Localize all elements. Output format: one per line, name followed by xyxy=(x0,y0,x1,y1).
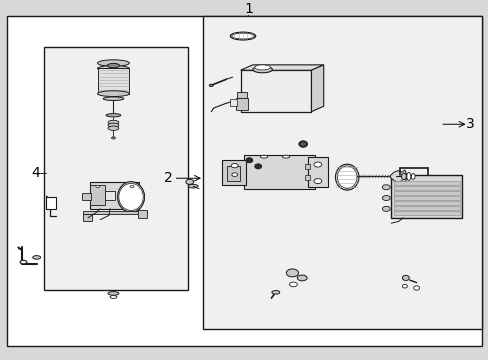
Bar xyxy=(240,70,311,112)
Ellipse shape xyxy=(106,114,121,117)
Ellipse shape xyxy=(108,126,119,130)
Bar xyxy=(393,191,459,195)
Bar xyxy=(222,159,245,185)
Ellipse shape xyxy=(108,120,119,125)
Bar xyxy=(236,92,247,98)
Ellipse shape xyxy=(382,206,389,211)
Bar xyxy=(393,196,459,200)
Ellipse shape xyxy=(98,91,129,96)
Ellipse shape xyxy=(335,164,358,190)
Ellipse shape xyxy=(107,63,119,68)
Ellipse shape xyxy=(254,65,270,70)
Bar xyxy=(105,191,115,200)
Polygon shape xyxy=(389,170,407,183)
Bar xyxy=(90,185,105,205)
Bar xyxy=(244,155,315,189)
Ellipse shape xyxy=(402,275,408,280)
Ellipse shape xyxy=(337,166,356,188)
Ellipse shape xyxy=(231,173,237,176)
Polygon shape xyxy=(311,65,323,112)
Bar xyxy=(203,16,481,329)
Ellipse shape xyxy=(33,256,41,259)
Bar xyxy=(137,193,144,200)
Bar xyxy=(138,210,146,218)
Ellipse shape xyxy=(111,137,115,139)
Ellipse shape xyxy=(402,284,407,288)
Ellipse shape xyxy=(209,84,213,86)
Ellipse shape xyxy=(96,185,100,188)
Ellipse shape xyxy=(98,60,129,66)
Ellipse shape xyxy=(313,179,321,184)
Bar xyxy=(393,206,459,210)
Bar xyxy=(393,181,459,185)
Bar xyxy=(393,211,459,215)
Bar xyxy=(46,197,56,209)
Ellipse shape xyxy=(188,184,198,188)
Ellipse shape xyxy=(313,162,321,167)
Ellipse shape xyxy=(252,66,272,73)
Bar xyxy=(235,98,247,110)
Ellipse shape xyxy=(98,66,129,71)
Ellipse shape xyxy=(20,260,27,264)
Ellipse shape xyxy=(108,123,119,127)
Ellipse shape xyxy=(286,269,298,277)
Ellipse shape xyxy=(271,291,279,294)
Bar xyxy=(83,213,92,221)
Ellipse shape xyxy=(410,174,414,179)
Text: 3: 3 xyxy=(465,117,474,131)
Ellipse shape xyxy=(289,282,297,287)
Ellipse shape xyxy=(119,184,143,211)
Ellipse shape xyxy=(254,164,261,169)
Ellipse shape xyxy=(382,185,389,190)
Bar xyxy=(307,157,327,187)
Polygon shape xyxy=(240,65,323,70)
Bar xyxy=(304,175,309,180)
Ellipse shape xyxy=(118,182,144,212)
Bar xyxy=(44,47,188,290)
Bar xyxy=(390,175,461,218)
Ellipse shape xyxy=(231,33,254,39)
Ellipse shape xyxy=(231,163,238,168)
Bar xyxy=(90,182,139,209)
Ellipse shape xyxy=(406,172,410,180)
Bar xyxy=(98,68,129,94)
Ellipse shape xyxy=(282,155,289,158)
Ellipse shape xyxy=(413,286,419,290)
Ellipse shape xyxy=(297,275,306,281)
Ellipse shape xyxy=(230,32,255,40)
Text: 2: 2 xyxy=(164,171,173,185)
Ellipse shape xyxy=(401,173,406,180)
Bar xyxy=(304,164,309,169)
Bar xyxy=(81,193,91,200)
Bar xyxy=(229,99,237,106)
Ellipse shape xyxy=(130,185,134,188)
Ellipse shape xyxy=(245,158,252,163)
Text: 1: 1 xyxy=(244,2,252,16)
Ellipse shape xyxy=(382,195,389,201)
Ellipse shape xyxy=(298,141,307,147)
Ellipse shape xyxy=(185,179,193,184)
Bar xyxy=(227,166,239,181)
Ellipse shape xyxy=(110,296,117,298)
Bar xyxy=(393,201,459,205)
Ellipse shape xyxy=(300,142,305,146)
Ellipse shape xyxy=(108,292,119,295)
Ellipse shape xyxy=(260,155,267,158)
Text: 4: 4 xyxy=(31,166,40,180)
Bar xyxy=(83,211,146,214)
Bar xyxy=(393,186,459,190)
Ellipse shape xyxy=(103,97,123,100)
